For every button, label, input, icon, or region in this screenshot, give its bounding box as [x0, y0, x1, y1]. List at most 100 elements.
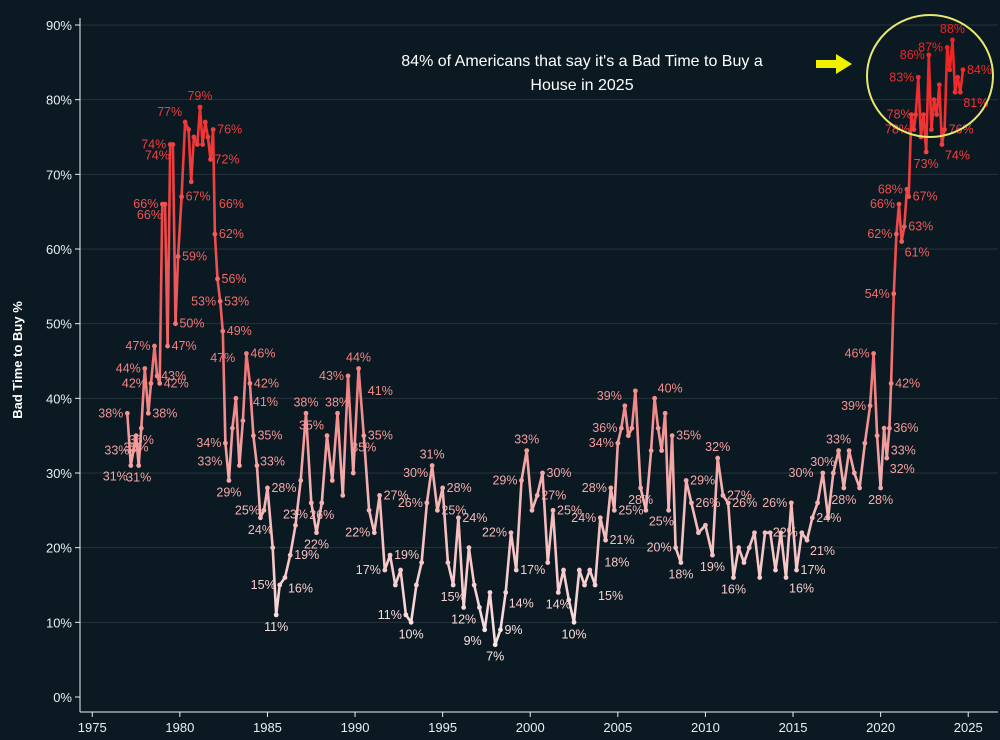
data-point: [893, 231, 899, 237]
data-point: [429, 463, 435, 468]
data-label: 63%: [908, 220, 933, 234]
data-label: 19%: [394, 548, 419, 562]
axes: 0% 10% 20% 30% 40% 50% 60% 70% 80% 90% 1975 1980 198…: [46, 18, 998, 735]
data-label: 18%: [604, 556, 629, 570]
data-point: [413, 582, 419, 588]
data-label: 66%: [219, 197, 244, 211]
data-point: [669, 433, 675, 439]
data-label: 79%: [187, 89, 212, 103]
data-label: 36%: [893, 421, 918, 435]
data-point: [881, 425, 887, 431]
data-point: [957, 89, 963, 95]
data-label: 39%: [597, 389, 622, 403]
data-label: 74%: [145, 148, 170, 162]
data-label: 15%: [251, 578, 276, 592]
data-point: [545, 560, 551, 565]
x-tick-label: 1995: [428, 720, 457, 735]
data-label: 7%: [486, 650, 504, 664]
data-point: [273, 612, 279, 618]
data-point: [508, 530, 514, 536]
data-point: [950, 37, 955, 43]
y-tick-label: 0%: [53, 690, 72, 705]
data-label: 30%: [810, 455, 835, 469]
data-point: [655, 425, 661, 431]
y-tick-label: 50%: [46, 317, 72, 332]
data-label: 35%: [368, 429, 393, 443]
data-label: 9%: [464, 634, 482, 648]
data-label: 77%: [157, 105, 182, 119]
data-point: [939, 142, 945, 147]
data-label: 21%: [810, 544, 835, 558]
data-label: 29%: [690, 473, 715, 487]
data-label: 28%: [628, 493, 653, 507]
data-label: 36%: [592, 421, 617, 435]
data-label: 25%: [618, 503, 643, 517]
data-point: [901, 224, 907, 230]
data-label: 28%: [447, 481, 472, 495]
data-label: 72%: [215, 152, 240, 166]
data-point: [540, 470, 545, 476]
data-label: 47%: [172, 339, 197, 353]
data-point: [492, 642, 498, 648]
data-point: [335, 410, 340, 416]
data-label: 22%: [482, 526, 507, 540]
data-label: 26%: [732, 496, 757, 510]
data-label: 43%: [161, 369, 186, 383]
data-label: 29%: [216, 485, 241, 499]
data-point: [503, 590, 509, 595]
data-point: [403, 612, 409, 618]
data-label: 24%: [571, 511, 596, 525]
data-point: [138, 425, 144, 431]
data-point: [182, 119, 188, 125]
data-label: 33%: [260, 455, 285, 469]
data-label: 42%: [254, 376, 279, 390]
data-point: [529, 507, 535, 513]
data-point: [862, 440, 868, 446]
data-point: [124, 410, 130, 416]
data-point: [710, 552, 715, 558]
data-point: [778, 530, 784, 536]
data-point: [622, 403, 628, 409]
data-point: [921, 112, 926, 117]
data-point: [666, 507, 672, 513]
data-point: [424, 500, 430, 506]
data-point: [382, 567, 388, 573]
data-point: [871, 351, 877, 356]
data-point: [947, 67, 953, 73]
y-tick-label: 40%: [46, 391, 72, 406]
data-point: [715, 455, 721, 461]
data-label: 35%: [257, 429, 282, 443]
data-label: 28%: [831, 493, 856, 507]
data-point: [689, 500, 694, 506]
data-point: [152, 343, 157, 349]
data-point: [913, 112, 919, 117]
data-point: [846, 448, 852, 453]
data-point: [157, 381, 163, 386]
data-point: [258, 515, 263, 521]
data-label: 32%: [890, 462, 915, 476]
data-label: 17%: [356, 563, 381, 577]
data-point: [165, 343, 170, 349]
data-point: [487, 590, 493, 595]
data-point: [944, 45, 950, 50]
data-label: 12%: [451, 612, 476, 626]
data-point: [741, 560, 747, 565]
data-label: 38%: [98, 406, 123, 420]
x-tick-label: 1980: [165, 720, 194, 735]
data-point: [440, 485, 446, 491]
data-point: [731, 575, 736, 580]
data-point: [926, 52, 932, 58]
data-label: 15%: [598, 589, 623, 603]
data-point: [303, 410, 309, 416]
data-point: [377, 493, 382, 498]
data-label: 16%: [789, 582, 814, 596]
data-label: 34%: [589, 436, 614, 450]
data-point: [287, 552, 293, 558]
data-point: [217, 298, 223, 304]
data-point: [173, 321, 178, 327]
data-point: [736, 545, 742, 551]
data-label: 29%: [492, 473, 517, 487]
data-label: 30%: [547, 466, 572, 480]
data-label: 83%: [889, 70, 914, 84]
